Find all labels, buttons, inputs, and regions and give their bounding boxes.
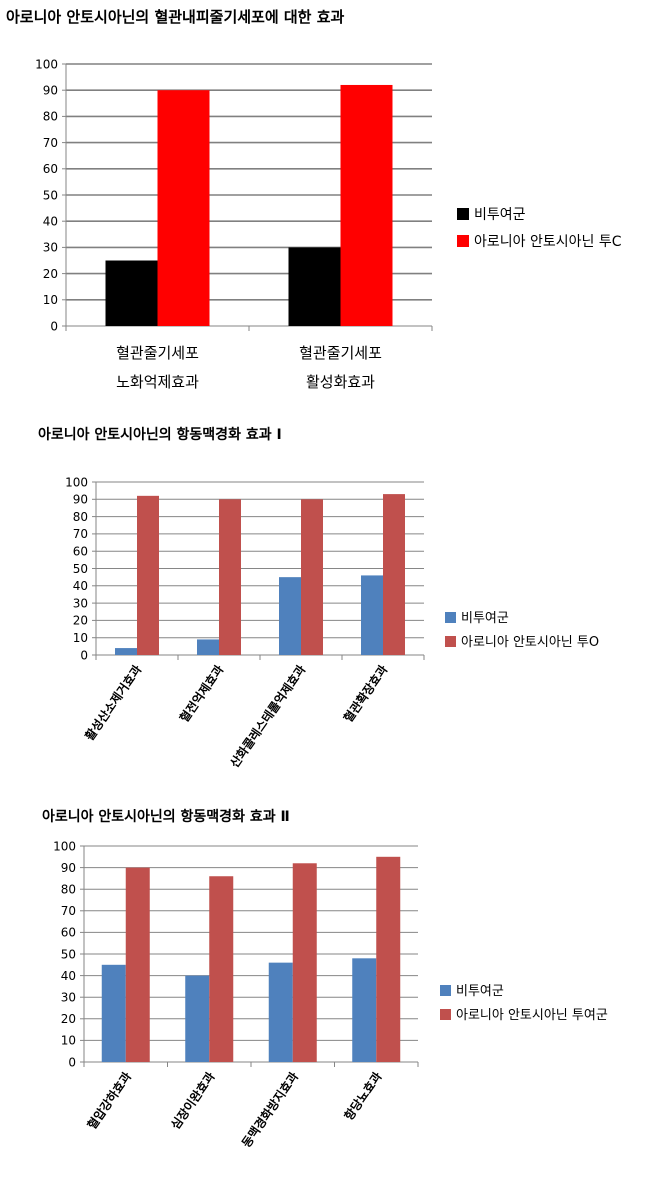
bar-control-1 xyxy=(115,648,137,655)
bar-control-2 xyxy=(197,639,219,655)
x-category-label: 항당뇨효과 xyxy=(341,1069,385,1123)
bar-control-1 xyxy=(105,260,158,326)
legend-label: 아로니아 안토시아닌 투여군 xyxy=(456,1008,608,1023)
y-tick-label: 70 xyxy=(61,904,76,918)
bar-treated-4 xyxy=(376,856,401,1062)
y-tick-label: 100 xyxy=(53,839,76,853)
x-category-label: 동맥경화방지효과 xyxy=(238,1069,301,1150)
legend-swatch xyxy=(440,985,451,996)
bar-control-4 xyxy=(361,575,383,655)
bar-control-3 xyxy=(279,577,301,655)
bar-control-3 xyxy=(268,962,293,1062)
y-tick-label: 40 xyxy=(61,969,76,983)
bar-treated-1 xyxy=(137,495,159,655)
y-tick-label: 80 xyxy=(73,510,88,524)
bar-treated-3 xyxy=(292,863,317,1062)
y-tick-label: 60 xyxy=(43,162,58,176)
y-tick-label: 90 xyxy=(73,493,88,507)
bar-control-1 xyxy=(101,964,126,1062)
y-tick-label: 70 xyxy=(43,136,58,150)
y-tick-label: 0 xyxy=(80,648,88,662)
legend-label: 비투여군 xyxy=(461,611,509,626)
x-category-label: 심장이완효과 xyxy=(167,1069,217,1132)
legend-swatch xyxy=(457,208,469,220)
y-tick-label: 50 xyxy=(43,188,58,202)
y-tick-label: 30 xyxy=(61,991,76,1005)
x-category-label: 활성화효과 xyxy=(306,373,375,391)
y-tick-label: 50 xyxy=(73,562,88,576)
bar-treated-1 xyxy=(125,867,150,1062)
bar-treated-2 xyxy=(209,876,234,1062)
legend-label: 비투여군 xyxy=(474,207,526,223)
y-tick-label: 20 xyxy=(43,267,58,281)
bar-treated-4 xyxy=(383,494,405,655)
y-tick-label: 0 xyxy=(50,319,58,333)
y-tick-label: 30 xyxy=(73,596,88,610)
x-category-label: 혈관줄기세포 xyxy=(116,344,199,362)
y-tick-label: 20 xyxy=(61,1012,76,1026)
y-tick-label: 60 xyxy=(73,545,88,559)
y-tick-label: 10 xyxy=(43,293,58,307)
y-tick-label: 10 xyxy=(61,1034,76,1048)
legend-swatch xyxy=(440,1009,451,1020)
bar-treated-1 xyxy=(157,90,210,326)
x-category-label: 노화억제효과 xyxy=(116,373,199,391)
x-category-label: 혈관줄기세포 xyxy=(299,344,382,362)
chart-1-title: 아로니아 안토시아닌의 혈관내피줄기세포에 대한 효과 xyxy=(6,8,345,26)
legend-label: 아로니아 안토시아닌 투C xyxy=(474,234,622,250)
y-tick-label: 60 xyxy=(61,926,76,940)
legend-swatch xyxy=(457,235,469,247)
bar-control-2 xyxy=(185,975,210,1062)
y-tick-label: 20 xyxy=(73,614,88,628)
y-tick-label: 40 xyxy=(43,215,58,229)
y-tick-label: 0 xyxy=(68,1055,76,1069)
y-tick-label: 70 xyxy=(73,527,88,541)
legend-swatch xyxy=(445,636,456,647)
y-tick-label: 80 xyxy=(61,883,76,897)
chart-3-title: 아로니아 안토시아닌의 항동맥경화 효과 Ⅱ xyxy=(42,809,290,825)
bar-treated-2 xyxy=(219,499,241,655)
legend-label: 비투여군 xyxy=(456,984,504,999)
y-tick-label: 90 xyxy=(43,84,58,98)
y-tick-label: 100 xyxy=(65,475,88,489)
legend-swatch xyxy=(445,612,456,623)
y-tick-label: 50 xyxy=(61,947,76,961)
y-tick-label: 30 xyxy=(43,241,58,255)
bar-control-2 xyxy=(288,247,341,326)
y-tick-label: 80 xyxy=(43,110,58,124)
y-tick-label: 100 xyxy=(35,57,58,71)
y-tick-label: 40 xyxy=(73,579,88,593)
legend-label: 아로니아 안토시아닌 투O xyxy=(461,635,599,650)
bar-control-4 xyxy=(352,958,377,1062)
y-tick-label: 90 xyxy=(61,861,76,875)
x-category-label: 혈압강하효과 xyxy=(84,1069,134,1132)
bar-treated-2 xyxy=(340,84,393,327)
y-tick-label: 10 xyxy=(73,631,88,645)
bar-treated-3 xyxy=(301,499,323,655)
chart-2-title: 아로니아 안토시아닌의 항동맥경화 효과 Ⅰ xyxy=(38,427,282,443)
